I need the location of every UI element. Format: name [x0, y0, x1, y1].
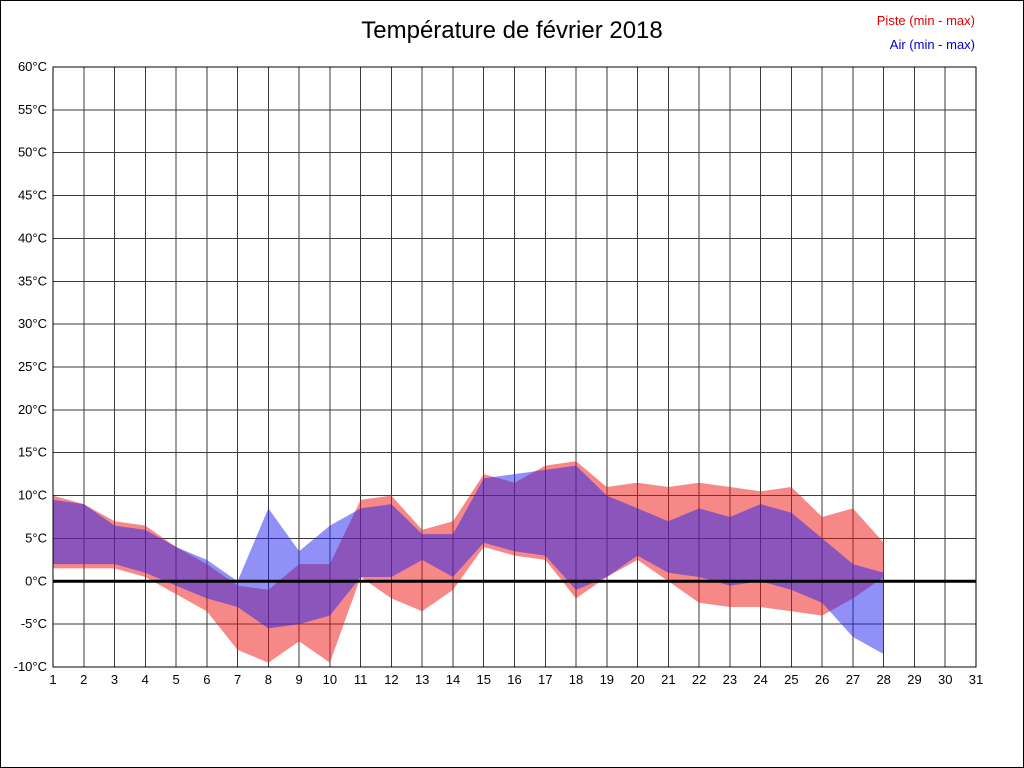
legend-piste-label: Piste (min - max): [876, 13, 975, 28]
y-axis-labels: 60°C 55°C 50°C 45°C 40°C 35°C 30°C 25°C 20°C 15°C…: [14, 59, 47, 674]
svg-text:25: 25: [784, 672, 798, 687]
chart-legend: Piste (min - max) Air (min - max): [877, 9, 975, 57]
svg-text:24: 24: [753, 672, 767, 687]
svg-text:40°C: 40°C: [18, 230, 47, 245]
svg-text:10: 10: [323, 672, 337, 687]
svg-text:17: 17: [538, 672, 552, 687]
x-axis-labels: 1 2 3 4 5 6 7 8 9 10 11 12 13 14 15 16 17 18 19 20 21 22 23 24 2…: [49, 672, 983, 687]
svg-text:-5°C: -5°C: [21, 616, 47, 631]
svg-text:12: 12: [384, 672, 398, 687]
svg-text:29: 29: [907, 672, 921, 687]
svg-text:30: 30: [938, 672, 952, 687]
svg-text:5: 5: [172, 672, 179, 687]
svg-text:5°C: 5°C: [25, 530, 47, 545]
svg-text:1: 1: [49, 672, 56, 687]
svg-text:15: 15: [476, 672, 490, 687]
svg-text:4: 4: [142, 672, 149, 687]
svg-text:15°C: 15°C: [18, 445, 47, 460]
svg-text:50°C: 50°C: [18, 145, 47, 160]
temperature-bands: [53, 461, 884, 663]
svg-text:16: 16: [507, 672, 521, 687]
svg-text:7: 7: [234, 672, 241, 687]
svg-text:18: 18: [569, 672, 583, 687]
svg-text:22: 22: [692, 672, 706, 687]
svg-text:45°C: 45°C: [18, 188, 47, 203]
svg-text:0°C: 0°C: [25, 573, 47, 588]
svg-text:3: 3: [111, 672, 118, 687]
svg-text:-10°C: -10°C: [14, 659, 47, 674]
svg-text:9: 9: [296, 672, 303, 687]
svg-text:19: 19: [600, 672, 614, 687]
svg-text:14: 14: [446, 672, 460, 687]
svg-text:20°C: 20°C: [18, 402, 47, 417]
svg-text:23: 23: [723, 672, 737, 687]
svg-text:8: 8: [265, 672, 272, 687]
svg-text:26: 26: [815, 672, 829, 687]
svg-text:13: 13: [415, 672, 429, 687]
legend-air-label: Air (min - max): [889, 37, 975, 52]
svg-text:21: 21: [661, 672, 675, 687]
chart-title: Température de février 2018: [361, 17, 663, 44]
svg-text:30°C: 30°C: [18, 316, 47, 331]
plot-frame: [52, 66, 977, 668]
air-band: [53, 465, 884, 655]
svg-text:2: 2: [80, 672, 87, 687]
svg-text:27: 27: [846, 672, 860, 687]
svg-text:60°C: 60°C: [18, 59, 47, 74]
svg-text:28: 28: [876, 672, 890, 687]
svg-text:20: 20: [630, 672, 644, 687]
svg-text:31: 31: [969, 672, 983, 687]
svg-text:11: 11: [354, 672, 368, 687]
svg-text:25°C: 25°C: [18, 359, 47, 374]
svg-text:10°C: 10°C: [18, 488, 47, 503]
svg-text:6: 6: [203, 672, 210, 687]
svg-text:35°C: 35°C: [18, 273, 47, 288]
svg-text:55°C: 55°C: [18, 102, 47, 117]
